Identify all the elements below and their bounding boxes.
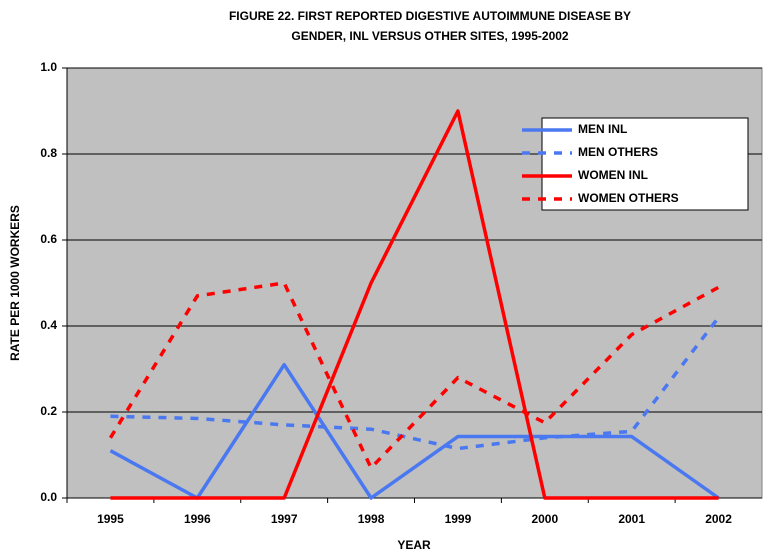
y-axis-label: RATE PER 1000 WORKERS [8,205,22,361]
y-tick-label: 0.8 [40,146,57,160]
y-tick-label: 0.4 [40,318,57,332]
x-tick-label: 1998 [358,512,385,526]
x-tick-label: 1999 [445,512,472,526]
legend-box [541,117,749,211]
series-line [109,362,720,500]
x-tick-label: 1997 [271,512,298,526]
x-tick-label: 1995 [97,512,124,526]
y-tick-label: 0.6 [40,232,57,246]
chart-title: FIGURE 22. FIRST REPORTED DIGESTIVE AUTO… [229,9,631,23]
x-tick-label: 2001 [618,512,645,526]
series-line [108,281,720,470]
x-tick-label: 2002 [705,512,732,526]
series-line [110,316,720,451]
x-tick-label: 1996 [184,512,211,526]
legend-label: MEN OTHERS [578,145,658,159]
legend-label: WOMEN OTHERS [578,191,679,205]
y-tick-label: 1.0 [40,60,57,74]
legend-label: MEN INL [578,122,627,136]
chart-title: GENDER, INL VERSUS OTHER SITES, 1995-200… [291,29,569,43]
y-tick-label: 0.0 [40,490,57,504]
legend-label: WOMEN INL [578,168,648,182]
series-line [110,109,719,500]
x-tick-label: 2000 [531,512,558,526]
x-axis-label: YEAR [397,538,431,552]
y-tick-label: 0.2 [40,404,57,418]
